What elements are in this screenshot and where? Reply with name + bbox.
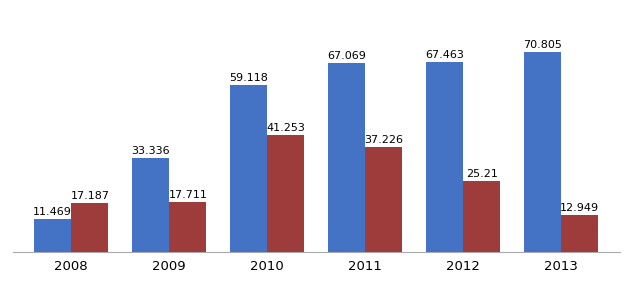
Text: 37.226: 37.226	[364, 135, 403, 145]
Text: 12.949: 12.949	[560, 203, 599, 213]
Text: 41.253: 41.253	[266, 123, 305, 133]
Text: 67.463: 67.463	[425, 50, 464, 60]
Bar	[230, 85, 267, 252]
Bar	[561, 215, 598, 252]
Text: 70.805: 70.805	[523, 40, 562, 50]
Bar	[426, 62, 463, 252]
Text: 25.21: 25.21	[466, 169, 498, 179]
Text: 17.187: 17.187	[70, 191, 110, 201]
Bar	[34, 219, 71, 252]
Bar	[365, 147, 403, 252]
Text: 59.118: 59.118	[229, 73, 268, 83]
Text: 11.469: 11.469	[33, 207, 72, 217]
Bar	[463, 181, 500, 252]
Text: 33.336: 33.336	[131, 146, 170, 156]
Bar	[328, 63, 365, 252]
Bar	[524, 52, 561, 252]
Bar	[71, 203, 108, 252]
Bar	[132, 158, 169, 252]
Bar	[169, 202, 207, 252]
Text: 17.711: 17.711	[168, 190, 207, 200]
Bar	[267, 136, 304, 252]
Text: 67.069: 67.069	[327, 51, 366, 61]
